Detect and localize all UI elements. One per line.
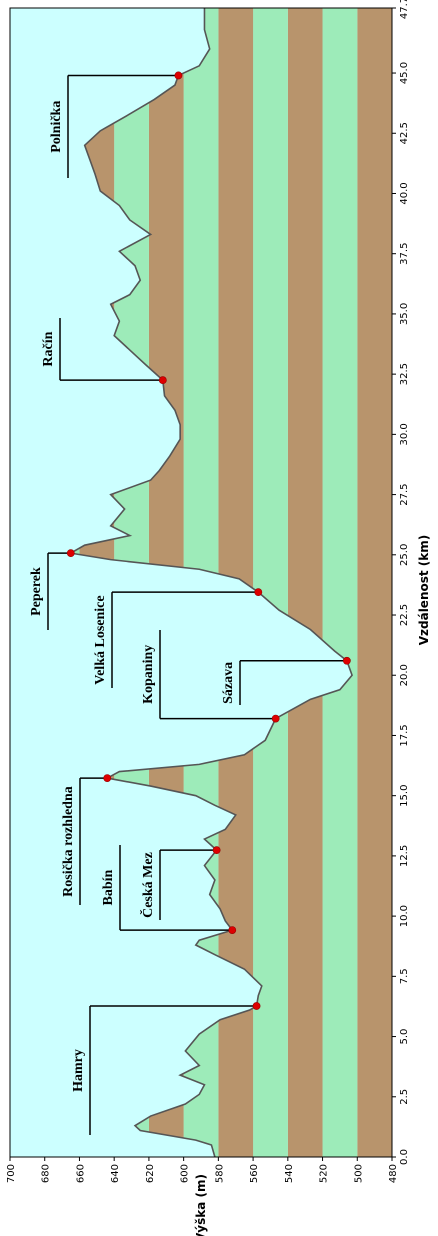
x-axis-title: Vzdálenost (km) <box>417 535 431 646</box>
waypoint-marker <box>66 549 75 558</box>
elevation-band <box>357 8 392 1157</box>
x-tick-label: 15.0 <box>399 785 410 807</box>
x-tick-label: 7.5 <box>399 968 410 984</box>
annotation-label: Kopaniny <box>141 645 156 704</box>
y-tick-label: 620 <box>145 1164 156 1183</box>
annotation-label: Račín <box>41 331 56 366</box>
elevation-band <box>322 8 358 1157</box>
x-tick-label: 40.0 <box>399 182 410 204</box>
y-tick-label: 700 <box>6 1164 17 1183</box>
waypoint-marker <box>174 71 183 80</box>
y-tick-label: 600 <box>180 1164 191 1183</box>
x-tick-label: 47.7 <box>399 0 410 19</box>
waypoint-marker <box>271 714 280 723</box>
annotation-label: Hamry <box>71 1049 86 1092</box>
x-tick-label: 45.0 <box>399 62 410 84</box>
x-tick-label: 35.0 <box>399 303 410 325</box>
annotation-label: Peperek <box>29 567 44 616</box>
annotation-label: Velká Losenice <box>93 595 108 684</box>
plot-frame <box>9 7 393 1158</box>
waypoint-marker <box>212 846 221 855</box>
y-tick-label: 640 <box>110 1164 121 1183</box>
y-tick-label: 660 <box>75 1164 86 1183</box>
annotation-label: Rosička rozhledna <box>61 786 76 897</box>
x-tick-label: 32.5 <box>399 363 410 385</box>
x-tick-label: 20.0 <box>399 664 410 686</box>
x-tick-label: 5.0 <box>399 1029 410 1045</box>
x-tick-label: 0.0 <box>399 1149 410 1165</box>
y-tick-label: 680 <box>41 1164 52 1183</box>
y-tick-label: 500 <box>353 1164 364 1183</box>
y-tick-label: 520 <box>319 1164 330 1183</box>
y-tick-label: 580 <box>214 1164 225 1183</box>
waypoint-marker <box>228 926 237 934</box>
annotation-label: Sázava <box>221 662 236 704</box>
elevation-band <box>287 8 323 1157</box>
annotation-label: Polnička <box>49 101 64 153</box>
y-tick-label: 540 <box>284 1164 295 1183</box>
y-axis-title: Výška (m) <box>194 1174 208 1236</box>
waypoint-marker <box>254 588 263 597</box>
x-tick-label: 27.5 <box>399 483 410 505</box>
waypoint-marker <box>252 1002 261 1010</box>
x-tick-label: 30.0 <box>399 423 410 445</box>
x-tick-label: 42.5 <box>399 122 410 144</box>
elevation-band <box>253 8 288 1157</box>
waypoint-marker <box>103 774 112 782</box>
x-tick-label: 10.0 <box>399 905 410 927</box>
plot-foreground: 480 500 520 540 560 580 600 620 640 660 680 700 Výšk… <box>6 0 431 1236</box>
x-tick-label: 2.5 <box>399 1089 410 1105</box>
x-tick-label: 22.5 <box>399 604 410 626</box>
x-tick-label: 25.0 <box>399 544 410 566</box>
annotation-label: Česká Mez <box>139 852 156 918</box>
waypoint-marker <box>342 656 351 665</box>
y-tick-label: 560 <box>249 1164 260 1183</box>
annotation-label: Babín <box>101 869 116 905</box>
x-tick-label: 37.5 <box>399 243 410 265</box>
x-tick-label: 17.5 <box>399 724 410 746</box>
y-tick-label: 480 <box>388 1164 399 1183</box>
x-tick-label: 12.5 <box>399 845 410 867</box>
waypoint-marker <box>158 376 167 385</box>
